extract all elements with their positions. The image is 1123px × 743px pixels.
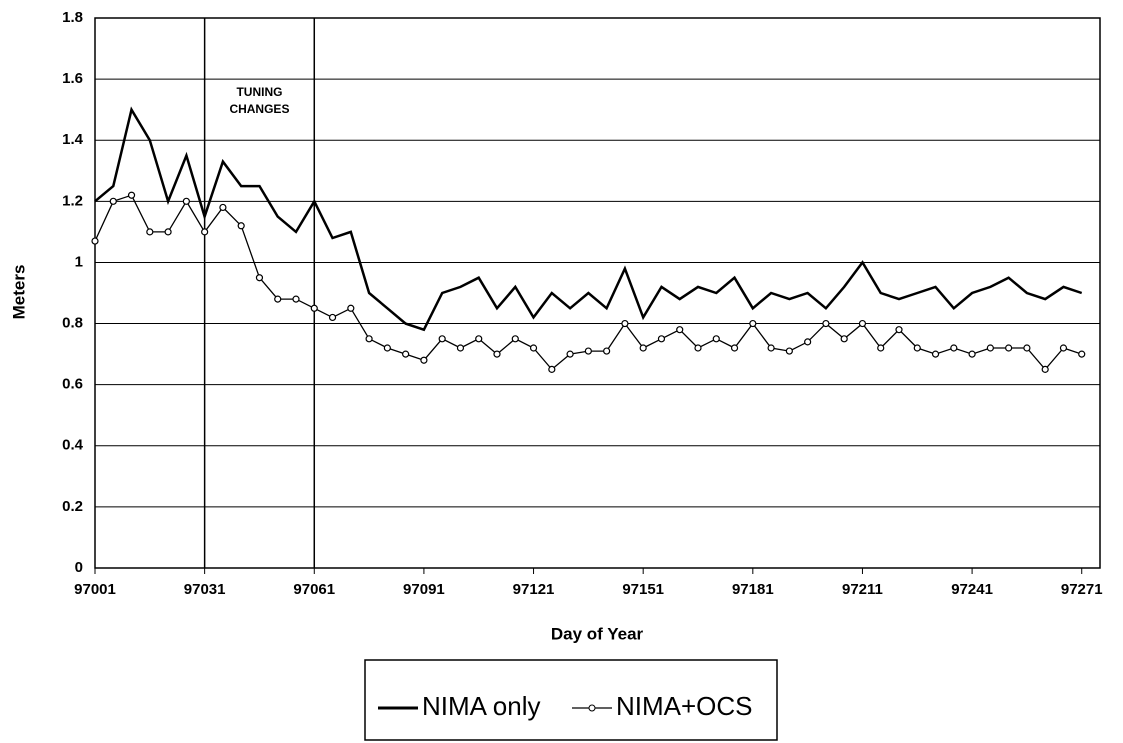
- series-marker: [931, 350, 940, 358]
- series-marker: [804, 338, 812, 346]
- series-marker: [1005, 344, 1013, 352]
- series-marker: [840, 335, 848, 343]
- series-marker: [1059, 344, 1068, 352]
- series-marker: [548, 365, 556, 373]
- series-marker: [365, 335, 373, 343]
- series-marker: [237, 222, 245, 230]
- series-marker: [676, 326, 684, 334]
- series-marker: [639, 344, 647, 352]
- series-marker: [438, 335, 446, 343]
- series-marker: [657, 335, 666, 343]
- x-tick-label: 97001: [74, 581, 116, 598]
- series-marker: [968, 350, 976, 358]
- series-marker: [383, 344, 391, 352]
- y-tick-label: 1.8: [62, 9, 83, 26]
- series-marker: [858, 319, 867, 328]
- y-axis-title: Meters: [9, 265, 28, 320]
- plot-border: [94, 17, 1101, 569]
- series-marker: [584, 347, 592, 355]
- series-marker: [310, 304, 318, 312]
- series-marker: [420, 356, 428, 364]
- series-marker: [493, 350, 501, 358]
- series-marker: [1041, 365, 1049, 373]
- legend-label: NIMA+OCS: [616, 691, 753, 721]
- series-marker: [749, 319, 757, 328]
- y-tick-label: 1.6: [62, 70, 83, 87]
- x-axis-title: Day of Year: [551, 624, 644, 643]
- series-marker: [603, 347, 611, 355]
- y-tick-label: 0.2: [62, 498, 83, 515]
- series-marker: [566, 350, 574, 358]
- series-marker: [328, 313, 337, 322]
- legend-marker: [588, 704, 596, 712]
- legend-box: [364, 659, 778, 741]
- x-tick-label: 97151: [622, 581, 664, 598]
- series-marker: [182, 197, 190, 205]
- series-marker: [109, 197, 117, 205]
- annotation: TUNING: [236, 85, 282, 99]
- series-marker: [913, 344, 921, 352]
- x-tick-label: 97211: [842, 581, 883, 598]
- series-line: [94, 106, 1083, 332]
- x-tick-label: 97121: [513, 581, 555, 598]
- y-tick-label: 0: [75, 559, 83, 576]
- x-tick-label: 97181: [732, 581, 774, 598]
- series-marker: [712, 335, 720, 343]
- annotation: CHANGES: [229, 102, 289, 116]
- series-marker: [986, 344, 994, 352]
- series-marker: [219, 203, 227, 212]
- y-tick-label: 1.4: [62, 131, 84, 148]
- series-marker: [274, 295, 282, 303]
- series-marker: [127, 191, 136, 199]
- series-line: [94, 194, 1082, 371]
- series-marker: [767, 344, 775, 352]
- y-tick-label: 0.4: [62, 437, 84, 454]
- series-marker: [621, 319, 629, 328]
- x-tick-label: 97271: [1061, 581, 1103, 598]
- series-marker: [292, 295, 300, 303]
- series-marker: [402, 350, 410, 358]
- y-tick-label: 0.6: [62, 376, 83, 393]
- series-marker: [529, 344, 538, 352]
- series-marker: [91, 237, 99, 245]
- series-marker: [347, 304, 355, 312]
- legend-label: NIMA only: [422, 691, 541, 721]
- series-marker: [730, 344, 739, 352]
- y-tick-label: 0.8: [62, 315, 83, 332]
- series-marker: [822, 319, 830, 328]
- series-marker: [164, 228, 172, 236]
- series-marker: [255, 274, 264, 282]
- x-tick-label: 97091: [403, 581, 445, 598]
- series-marker: [950, 344, 958, 352]
- x-tick-label: 97241: [951, 581, 993, 598]
- x-tick-label: 97031: [184, 581, 226, 598]
- series-marker: [475, 335, 483, 343]
- series-marker: [877, 344, 885, 352]
- series-marker: [456, 344, 465, 352]
- y-tick-label: 1: [75, 253, 83, 270]
- x-tick-label: 97061: [293, 581, 335, 598]
- series-marker: [511, 335, 519, 343]
- y-tick-label: 1.2: [62, 192, 83, 209]
- series-marker: [1023, 344, 1031, 352]
- series-marker: [201, 228, 209, 236]
- series-marker: [895, 326, 903, 334]
- series-marker: [1078, 350, 1086, 358]
- series-marker: [146, 228, 154, 236]
- series-marker: [785, 347, 793, 355]
- series-marker: [694, 344, 702, 352]
